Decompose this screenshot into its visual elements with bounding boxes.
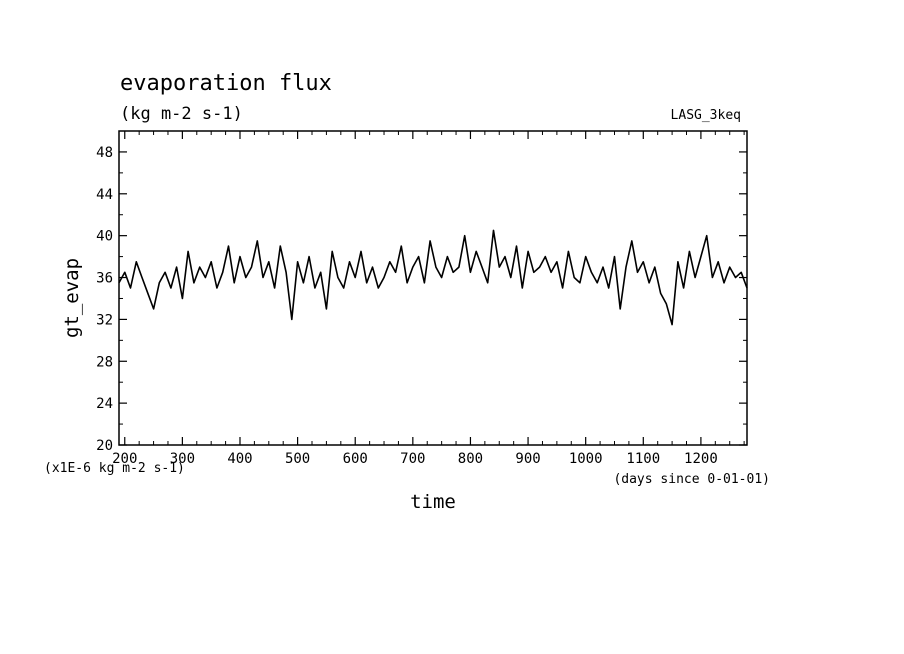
y-tick-label: 32 [96,312,113,328]
x-axis-title: time [410,491,456,513]
x-tick-label: 400 [227,451,252,467]
chart-subtitle: (kg m-2 s-1) [120,104,243,124]
y-tick-label: 24 [96,396,113,412]
y-tick-label: 36 [96,271,113,287]
chart-title: evaporation flux [120,71,332,96]
x-tick-label: 200 [112,451,137,467]
y-tick-label: 20 [96,438,113,454]
x-tick-label: 800 [458,451,483,467]
x-tick-label: 1100 [626,451,660,467]
y-unit-note: (x1E-6 kg m-2 s-1) [44,461,185,476]
x-tick-label: 900 [515,451,540,467]
x-tick-label: 300 [170,451,195,467]
x-tick-label: 700 [400,451,425,467]
x-unit-note: (days since 0-01-01) [613,472,770,487]
y-tick-label: 28 [96,354,113,370]
x-tick-label: 500 [285,451,310,467]
y-axis-title: gt_evap [61,258,83,338]
y-tick-label: 48 [96,145,113,161]
x-tick-label: 600 [343,451,368,467]
y-tick-label: 40 [96,229,113,245]
y-tick-label: 44 [96,187,113,203]
x-axis-title-group: time [410,491,456,513]
x-tick-label: 1200 [684,451,718,467]
experiment-label: LASG_3keq [671,108,741,123]
series-line-0 [118,229,748,326]
plot-area: 200 300 400 500 600 700 800 900 1000 1100 1200 20 24… [96,130,748,467]
x-tick-label: 1000 [569,451,603,467]
plot-frame [118,130,748,446]
